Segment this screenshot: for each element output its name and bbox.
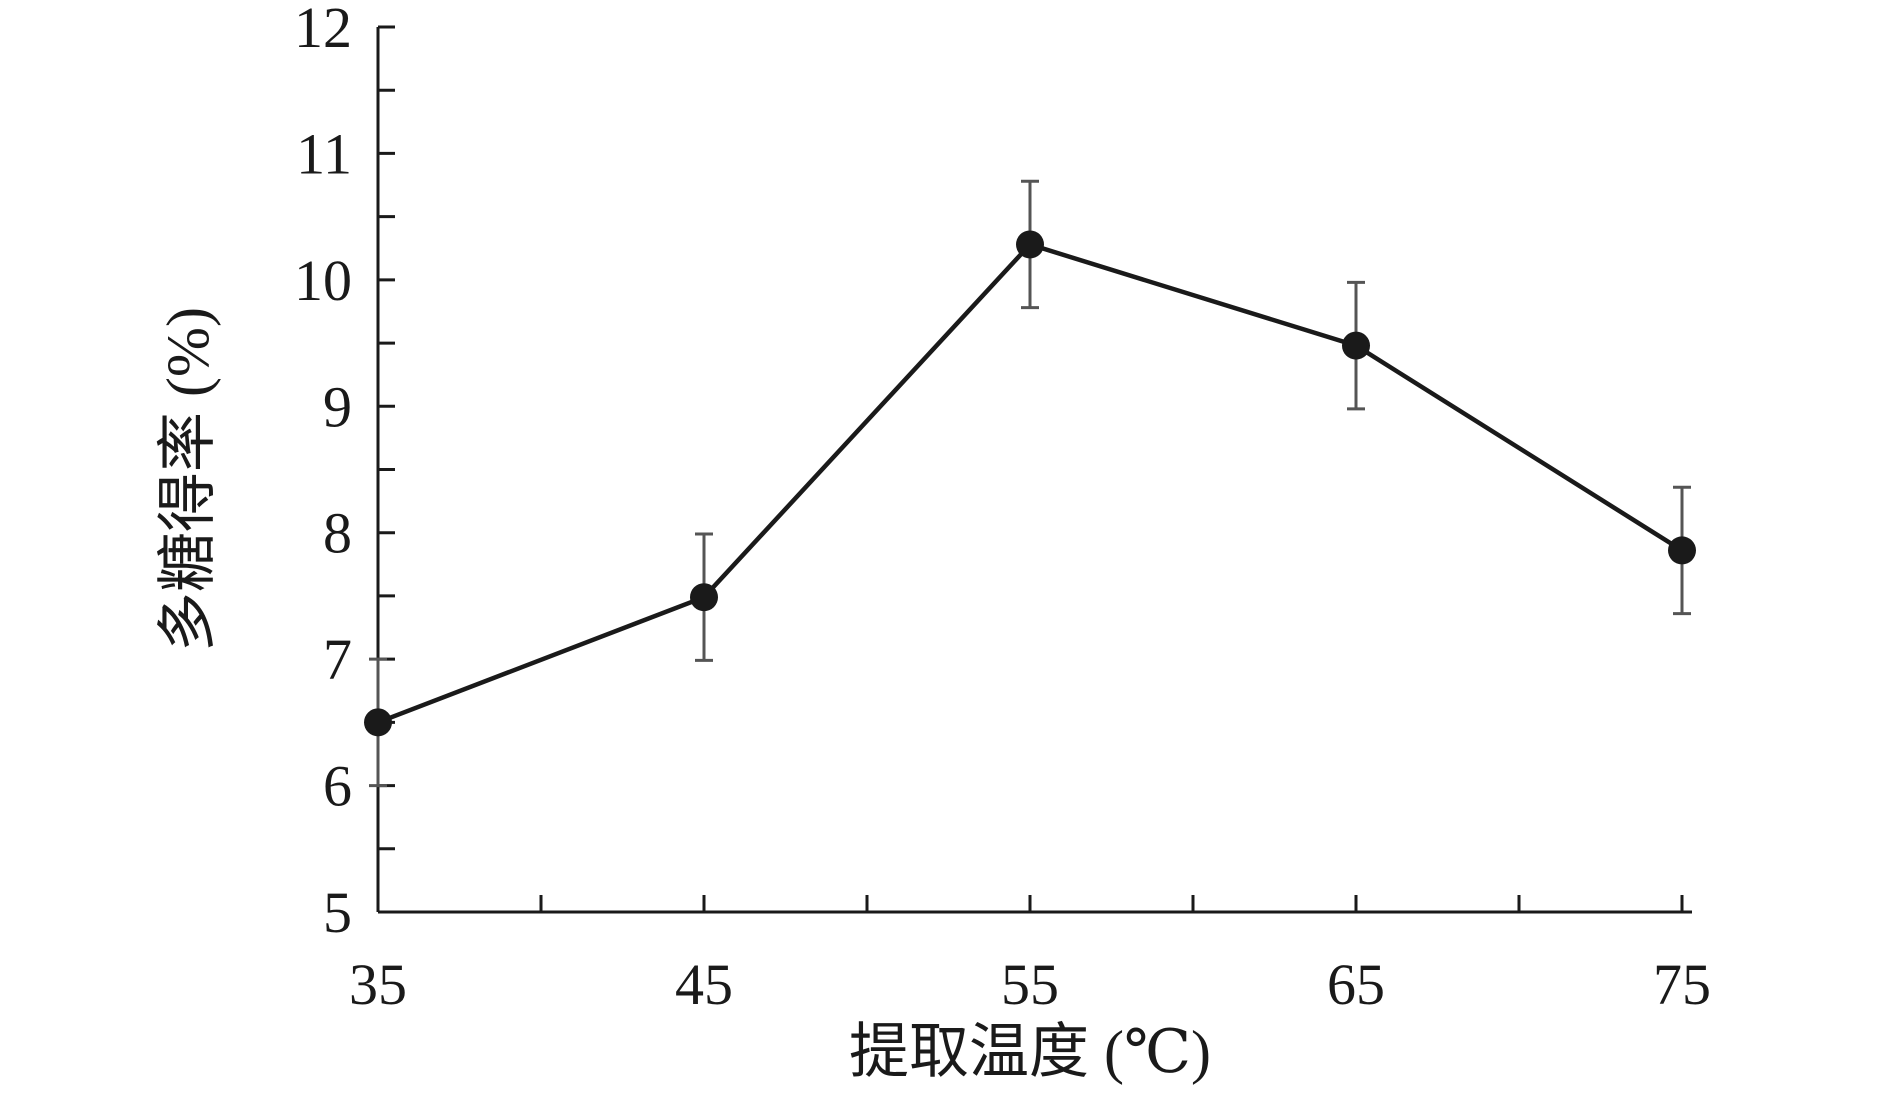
- x-tick-label: 45: [675, 952, 733, 1017]
- x-tick-label: 75: [1653, 952, 1711, 1017]
- data-point: [1668, 536, 1696, 565]
- series-line: [377, 241, 1684, 725]
- x-tick-label: 35: [349, 952, 407, 1017]
- y-axis-title: 多糖得率 (%): [155, 307, 221, 652]
- y-tick-label: 8: [323, 501, 352, 566]
- x-tick-label: 55: [1001, 952, 1059, 1017]
- series: [364, 230, 1696, 737]
- y-tick-label: 6: [323, 754, 352, 819]
- y-tick-label: 5: [323, 880, 352, 945]
- error-bars: [369, 179, 1691, 788]
- y-tick-label: 7: [323, 627, 352, 692]
- data-point: [690, 583, 718, 612]
- axes: [376, 25, 1692, 914]
- data-point: [1016, 230, 1044, 259]
- y-tick-label: 9: [323, 374, 352, 439]
- data-point: [1342, 331, 1370, 360]
- y-tick-label: 12: [294, 0, 352, 60]
- tick-labels: 5 6 7 8 9 10 11 12 35 45 55 65 75: [294, 0, 1711, 1017]
- y-tick-label: 10: [294, 248, 352, 313]
- data-point: [364, 708, 392, 737]
- y-tick-label: 11: [296, 121, 352, 186]
- x-tick-label: 65: [1327, 952, 1385, 1017]
- x-axis-title: 提取温度 (℃): [849, 1019, 1211, 1085]
